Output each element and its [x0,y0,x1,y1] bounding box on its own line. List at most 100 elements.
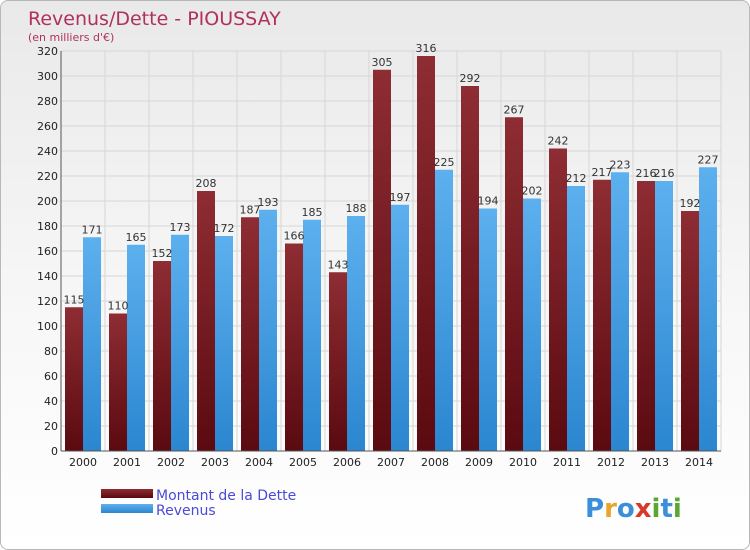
x-tick-label: 2001 [113,456,141,469]
y-tick-label: 100 [37,320,58,333]
x-tick-label: 2004 [245,456,273,469]
bar-revenus [655,181,673,451]
data-label: 173 [170,221,191,234]
bar-revenus [567,186,585,451]
data-label: 110 [108,300,129,313]
data-label: 202 [522,185,543,198]
legend-label-revenus: Revenus [156,503,216,519]
bar-revenus [259,209,277,451]
bar-dette [549,148,567,451]
y-tick-label: 220 [37,170,58,183]
data-label: 143 [328,258,349,271]
y-tick-label: 0 [51,445,58,458]
y-tick-label: 40 [44,395,58,408]
x-tick-label: 2007 [377,456,405,469]
bar-dette [197,191,215,451]
x-tick-label: 2006 [333,456,361,469]
logo-letter: i [673,494,682,524]
logo-letter: P [585,494,604,524]
bar-dette [461,86,479,451]
logo-letter: x [635,494,652,524]
y-tick-label: 320 [37,45,58,58]
data-label: 208 [196,177,217,190]
legend-swatch-revenus [101,504,153,513]
bar-dette [153,261,171,451]
chart-title: Revenus/Dette - PIOUSSAY [28,8,281,30]
y-tick-label: 240 [37,145,58,158]
data-label: 185 [302,206,323,219]
y-tick-label: 300 [37,70,58,83]
data-label: 212 [566,172,587,185]
data-label: 225 [434,156,455,169]
bar-dette [637,181,655,451]
data-label: 152 [152,247,173,260]
axes: 0 20 40 60 80 100 120 140 160 180 200 220 240 260 280 3… [37,45,721,469]
y-tick-label: 80 [44,345,58,358]
data-label: 216 [654,167,675,180]
data-label: 171 [82,223,103,236]
data-label: 193 [258,196,279,209]
bars [65,56,717,451]
bar-dette [373,69,391,451]
bar-dette [417,56,435,451]
bar-dette [681,211,699,451]
bar-dette [65,307,83,451]
bar-revenus [83,237,101,451]
y-tick-label: 60 [44,370,58,383]
data-label: 223 [610,158,631,171]
x-tick-label: 2005 [289,456,317,469]
bar-revenus [171,234,189,451]
logo-letter: i [652,494,661,524]
chart-subtitle: (en milliers d'€) [28,31,114,44]
y-tick-label: 20 [44,420,58,433]
data-label: 165 [126,231,147,244]
x-tick-label: 2000 [69,456,97,469]
data-label: 217 [592,166,613,179]
bar-revenus [611,172,629,451]
bar-dette [329,272,347,451]
y-tick-label: 160 [37,245,58,258]
logo-letter: t [660,494,672,524]
proxiti-logo: Proxiti [585,494,682,524]
y-tick-label: 280 [37,95,58,108]
y-tick-label: 260 [37,120,58,133]
data-label: 187 [240,203,261,216]
legend-label-debt: Montant de la Dette [156,488,296,504]
bar-dette [505,117,523,451]
data-label: 197 [390,191,411,204]
y-tick-label: 180 [37,220,58,233]
bar-dette [593,179,611,451]
bar-revenus [435,169,453,451]
data-label: 188 [346,202,367,215]
x-tick-label: 2011 [553,456,581,469]
bar-revenus [523,198,541,451]
data-label: 305 [372,56,393,69]
bar-revenus [303,219,321,451]
bar-revenus [391,204,409,451]
data-label: 316 [416,42,437,55]
bar-dette [241,217,259,451]
data-label: 227 [698,153,719,166]
data-label: 192 [680,197,701,210]
x-tick-label: 2008 [421,456,449,469]
legend: Montant de la Dette Revenus [101,488,296,519]
x-tick-label: 2009 [465,456,493,469]
logo-letter: r [604,494,617,524]
y-tick-label: 140 [37,270,58,283]
bar-revenus [699,167,717,451]
x-tick-label: 2014 [685,456,713,469]
y-tick-label: 120 [37,295,58,308]
bar-revenus [479,208,497,451]
y-tick-label: 200 [37,195,58,208]
x-tick-label: 2013 [641,456,669,469]
legend-swatch-debt [101,489,153,498]
data-label: 194 [478,195,499,208]
data-label: 115 [64,293,85,306]
data-label: 267 [504,103,525,116]
bar-revenus [215,236,233,451]
data-label: 216 [636,167,657,180]
x-tick-label: 2010 [509,456,537,469]
